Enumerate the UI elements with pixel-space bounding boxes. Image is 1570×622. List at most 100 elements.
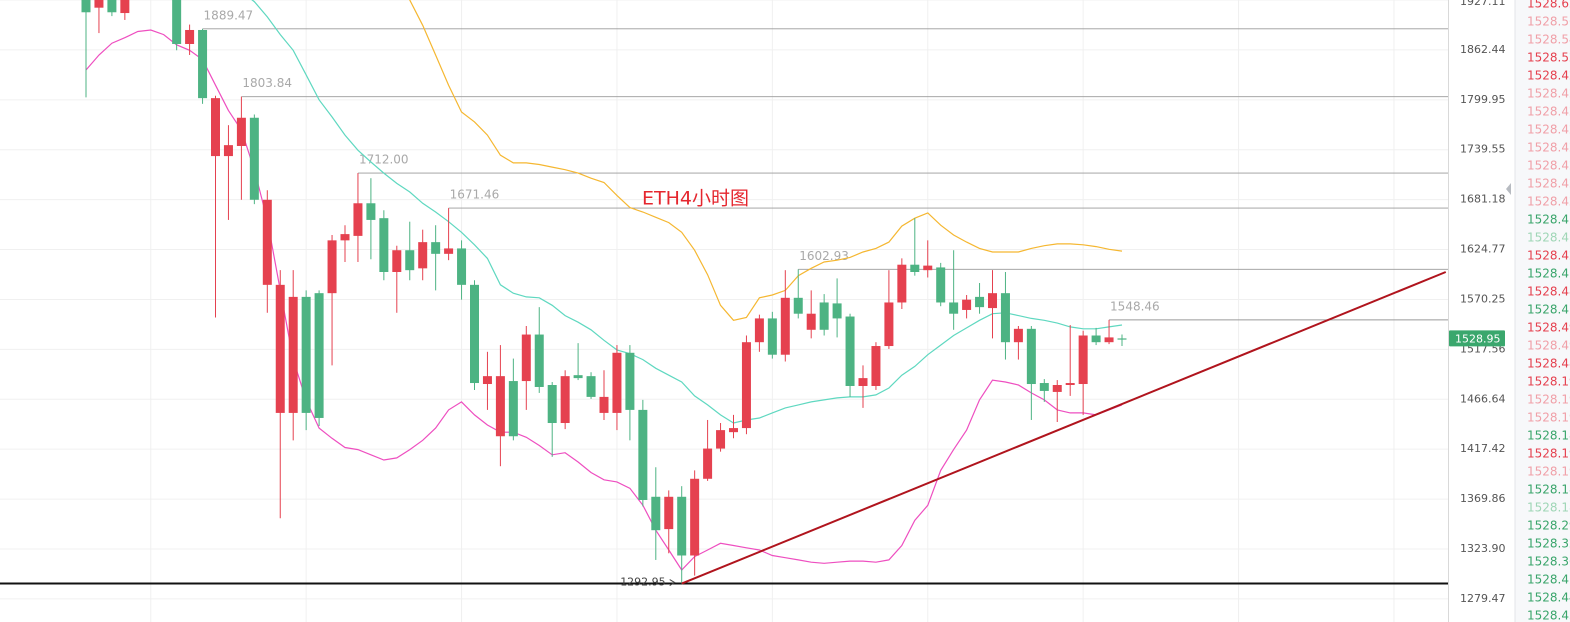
candle-body [340,234,350,241]
trade-price: 1528.62 [1527,0,1570,11]
candle-body [521,334,531,382]
candle-body [1052,385,1062,392]
candle-body [275,284,285,413]
y-tick-label: 1862.44 [1460,43,1506,56]
trade-price: 1528.41 [1527,213,1570,227]
candle-body [586,376,596,397]
candle-body [767,318,777,355]
candle-body [975,296,985,308]
candle-body [172,0,182,44]
level-label: 1671.46 [450,188,500,202]
y-tick-label: 1624.77 [1460,243,1506,256]
candle-body [534,334,544,387]
y-tick-label: 1739.55 [1460,143,1506,156]
candle-body [897,264,907,303]
trade-panel [1515,0,1570,622]
trade-price: 1528.42 [1527,87,1570,101]
candle-body [236,117,246,146]
candle-body [457,248,467,285]
candle-body [431,242,441,254]
candle-body [806,313,816,330]
candle-body [1065,383,1075,386]
trade-price: 1528.52 [1527,51,1570,65]
trade-price: 1528.42 [1527,177,1570,191]
trade-price: 1528.19 [1527,465,1570,479]
support-arrow [669,579,676,586]
candle-body [560,376,570,424]
trade-price: 1528.36 [1527,555,1570,569]
candle-body [94,0,104,8]
candle-body [690,478,700,556]
candle-body [262,199,272,285]
candle-body [405,250,415,271]
candle-body [651,496,661,531]
trade-price: 1528.19 [1527,375,1570,389]
level-label: 1889.47 [204,8,254,22]
candle-body [884,302,894,347]
candle-body [1026,328,1036,385]
candle-body [314,293,324,418]
candle-body [625,352,635,410]
candle-body [780,297,790,355]
y-tick-label: 1417.42 [1460,442,1506,455]
level-label: 1803.84 [242,76,292,90]
candle-body [547,385,557,424]
candle-body [444,248,454,254]
panel-toggle[interactable] [1506,183,1511,195]
candle-body [793,297,803,314]
candle-body [599,396,609,413]
trade-price: 1528.42 [1527,159,1570,173]
level-label: 1602.93 [799,249,849,263]
candle-body [741,342,751,429]
trade-price: 1528.42 [1527,141,1570,155]
y-tick-label: 1570.25 [1460,292,1506,305]
candle-body [223,145,233,157]
trade-price: 1528.42 [1527,195,1570,209]
annotation: ETH4小时图 [642,188,749,210]
trade-price: 1528.18 [1527,483,1570,497]
trade-price: 1528.41 [1527,267,1570,281]
price-tag [1449,330,1505,347]
support-label: 1292.95 [620,576,666,589]
candle-body [949,302,959,314]
candle-body [858,378,868,386]
candle-body [120,0,130,14]
trade-price: 1528.44 [1527,591,1570,605]
candle-body [1039,383,1049,391]
trend-line [681,271,1447,585]
trade-price: 1528.49 [1527,339,1570,353]
candle-body [845,316,855,386]
price-tag-label: 1528.95 [1455,332,1501,345]
candle-body [923,265,933,271]
candle-body [936,267,946,303]
candle-body [198,29,208,99]
trade-price: 1528.18 [1527,501,1570,515]
trade-price: 1528.42 [1527,105,1570,119]
trade-price: 1528.45 [1527,609,1570,622]
candle-body [379,218,389,272]
candle-body [288,296,298,413]
candle-body [664,496,674,530]
candle-body [729,428,738,433]
trade-price: 1528.41 [1527,231,1570,245]
candle-body [185,29,195,44]
candle-body [392,250,402,272]
trade-price: 1528.42 [1527,123,1570,137]
y-axis: 1927.11 1862.44 1799.95 1739.55 1681.18 1624.… [1449,0,1506,605]
candle-body [871,346,881,386]
candle-body [1104,337,1114,343]
candle-body [962,299,972,310]
candle-body [211,98,220,157]
candle-body [910,264,920,272]
candle-body [353,203,363,236]
level-label: 1548.46 [1110,299,1160,313]
trade-price: 1528.19 [1527,411,1570,425]
candle-body [301,296,311,413]
candle-body [418,242,428,269]
candle-body [1000,293,1010,343]
plot-area: 1889.47 1803.84 1712.00 1671.46 1602.93 1548.… [0,0,1448,589]
y-tick-label: 1279.47 [1460,592,1506,605]
candle-body [1091,335,1101,343]
